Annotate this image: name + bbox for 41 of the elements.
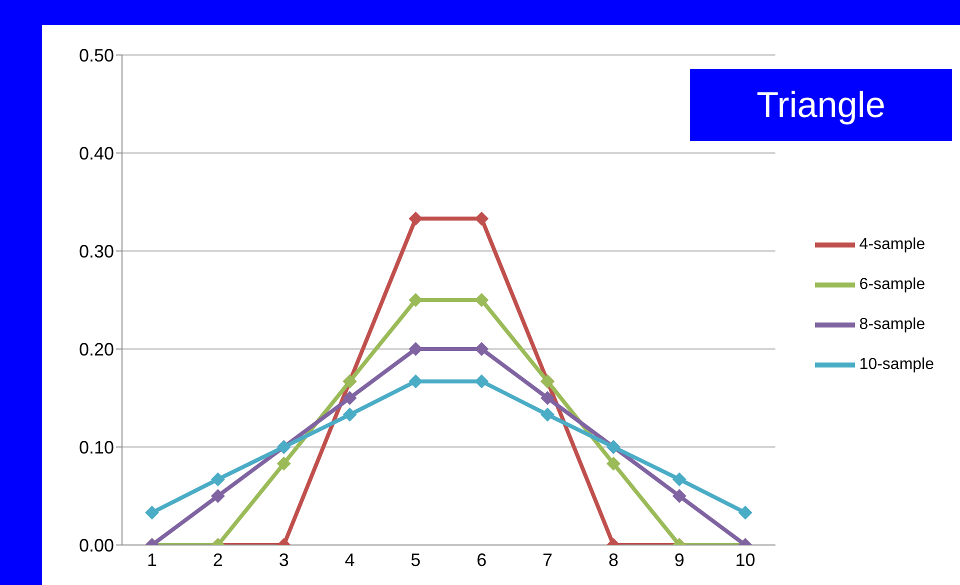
- point: [342, 408, 357, 422]
- point: [606, 456, 620, 471]
- point: [408, 293, 423, 307]
- point: [474, 293, 489, 307]
- y-tick-label: 0.20: [78, 339, 114, 360]
- point: [474, 342, 489, 356]
- y-tick-label: 0.40: [78, 143, 114, 164]
- point: [474, 212, 489, 226]
- point: [408, 212, 423, 226]
- x-tick-label: 6: [476, 550, 487, 570]
- point: [210, 489, 225, 503]
- legend-label: 8-sample: [859, 316, 926, 334]
- y-tick-label: 0.50: [78, 45, 114, 66]
- x-tick-label: 8: [608, 550, 618, 570]
- legend-label: 4-sample: [859, 236, 926, 254]
- point: [342, 391, 357, 405]
- legend-label: 6-sample: [859, 276, 926, 294]
- point: [474, 374, 489, 388]
- point: [738, 506, 752, 520]
- y-tick-label: 0.00: [78, 535, 114, 556]
- point: [408, 374, 423, 388]
- legend-label: 10-sample: [859, 356, 934, 374]
- point: [210, 472, 225, 486]
- x-tick-label: 4: [344, 550, 355, 570]
- point: [145, 506, 159, 520]
- title-panel: Triangle: [690, 69, 952, 141]
- x-tick-label: 3: [278, 550, 289, 570]
- x-tick-label: 7: [542, 550, 553, 570]
- point: [672, 472, 686, 486]
- point: [276, 456, 291, 471]
- x-tick-label: 5: [410, 550, 421, 570]
- x-tick-label: 1: [146, 550, 158, 570]
- point: [408, 342, 423, 356]
- point: [540, 408, 555, 422]
- x-tick-label: 9: [674, 550, 684, 570]
- x-tick-label: 2: [212, 550, 223, 570]
- point: [540, 391, 555, 405]
- point: [672, 489, 686, 503]
- y-tick-label: 0.10: [78, 437, 114, 458]
- y-tick-label: 0.30: [78, 241, 114, 262]
- x-tick-label: 10: [735, 550, 756, 570]
